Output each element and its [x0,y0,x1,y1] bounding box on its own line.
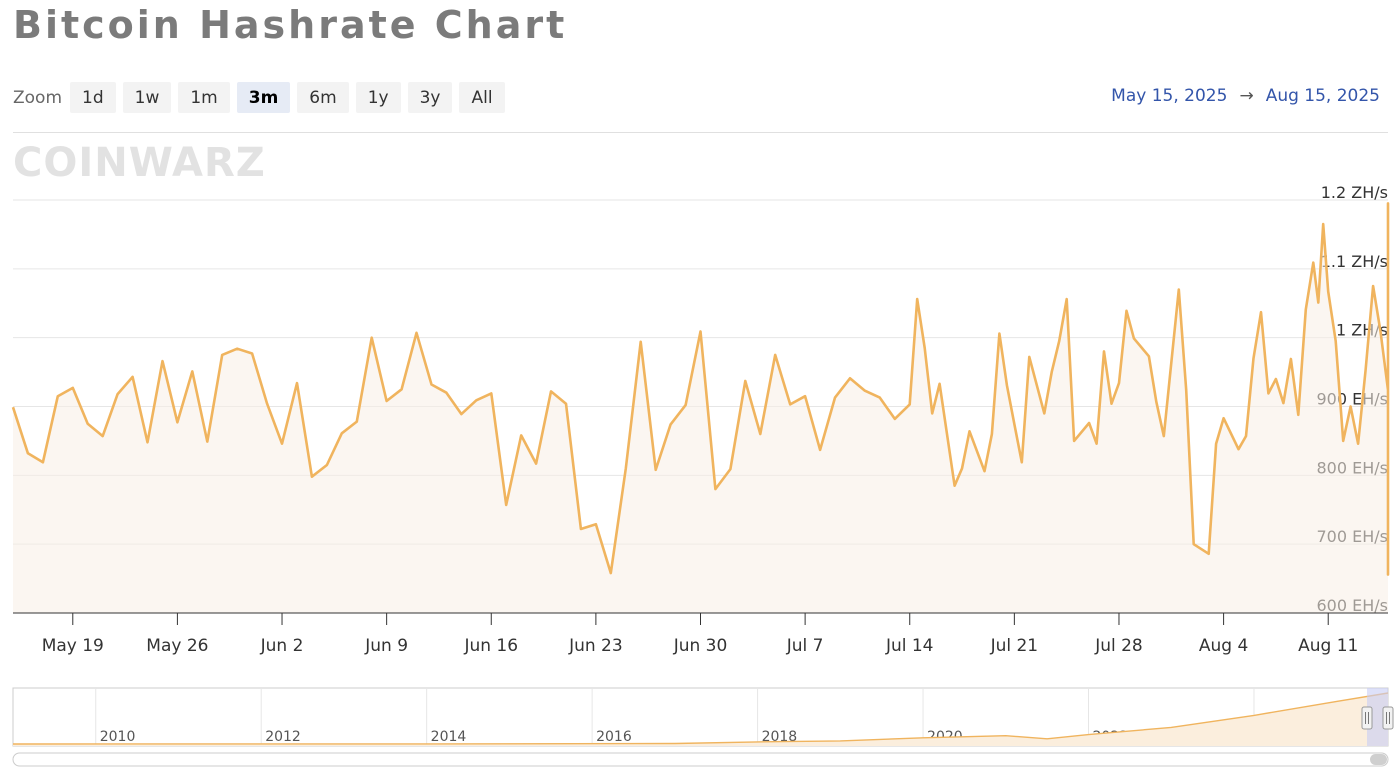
range-to-date[interactable]: Aug 15, 2025 [1265,86,1380,106]
chart-title: Bitcoin Hashrate Chart [13,3,568,47]
x-tick-label: Jul 28 [1094,636,1143,656]
navigator-year-label: 2014 [431,729,467,745]
zoom-6m-button[interactable]: 6m [297,82,349,113]
scrollbar-thumb[interactable] [1370,754,1387,765]
y-tick-label: 1.1 ZH/s [1321,252,1388,271]
zoom-all-button[interactable]: All [459,82,505,113]
x-tick-label: Jun 23 [568,636,623,656]
zoom-1y-button[interactable]: 1y [355,82,401,113]
navigator-line [12,692,1389,745]
zoom-label: Zoom [13,87,63,108]
x-tick-label: Aug 4 [1199,636,1248,656]
coinwarz-watermark: COINWARZ [13,140,266,186]
scrollbar-track[interactable] [12,752,1389,767]
x-tick-label: Jul 21 [990,636,1039,656]
zoom-3m-button[interactable]: 3m [236,82,291,113]
x-tick-label: Jul 7 [786,636,824,656]
x-tick-label: Jul 14 [885,636,934,656]
range-from-date[interactable]: May 15, 2025 [1111,86,1228,106]
navigator-year-label: 2016 [596,729,632,745]
x-tick-label: Aug 11 [1298,636,1358,656]
hashrate-series-line [11,202,1390,576]
navigator-selection[interactable] [1367,688,1388,746]
hashrate-area-fill [13,203,1388,613]
navigator-handle-left[interactable] [1361,706,1373,730]
zoom-3y-button[interactable]: 3y [407,82,453,113]
navigator-year-label: 2010 [100,729,136,745]
zoom-1w-button[interactable]: 1w [122,82,172,113]
x-tick-label: May 19 [42,636,104,656]
zoom-1d-button[interactable]: 1d [70,82,116,113]
navigator-handle-right[interactable] [1382,706,1394,730]
toolbar-divider [13,132,1388,133]
date-range: May 15, 2025 → Aug 15, 2025 [1111,86,1380,106]
x-tick-label: Jun 2 [260,636,304,656]
range-arrow-icon: → [1239,86,1254,106]
zoom-1m-button[interactable]: 1m [178,82,230,113]
y-tick-label: 1.2 ZH/s [1321,183,1388,202]
x-tick-label: Jun 9 [364,636,408,656]
x-tick-label: May 26 [146,636,208,656]
zoom-toolbar: Zoom 1d 1w 1m 3m 6m 1y 3y All [13,82,512,113]
navigator-area [13,693,1388,746]
navigator-year-label: 2012 [265,729,301,745]
x-tick-label: Jun 16 [463,636,518,656]
x-tick-label: Jun 30 [673,636,728,656]
